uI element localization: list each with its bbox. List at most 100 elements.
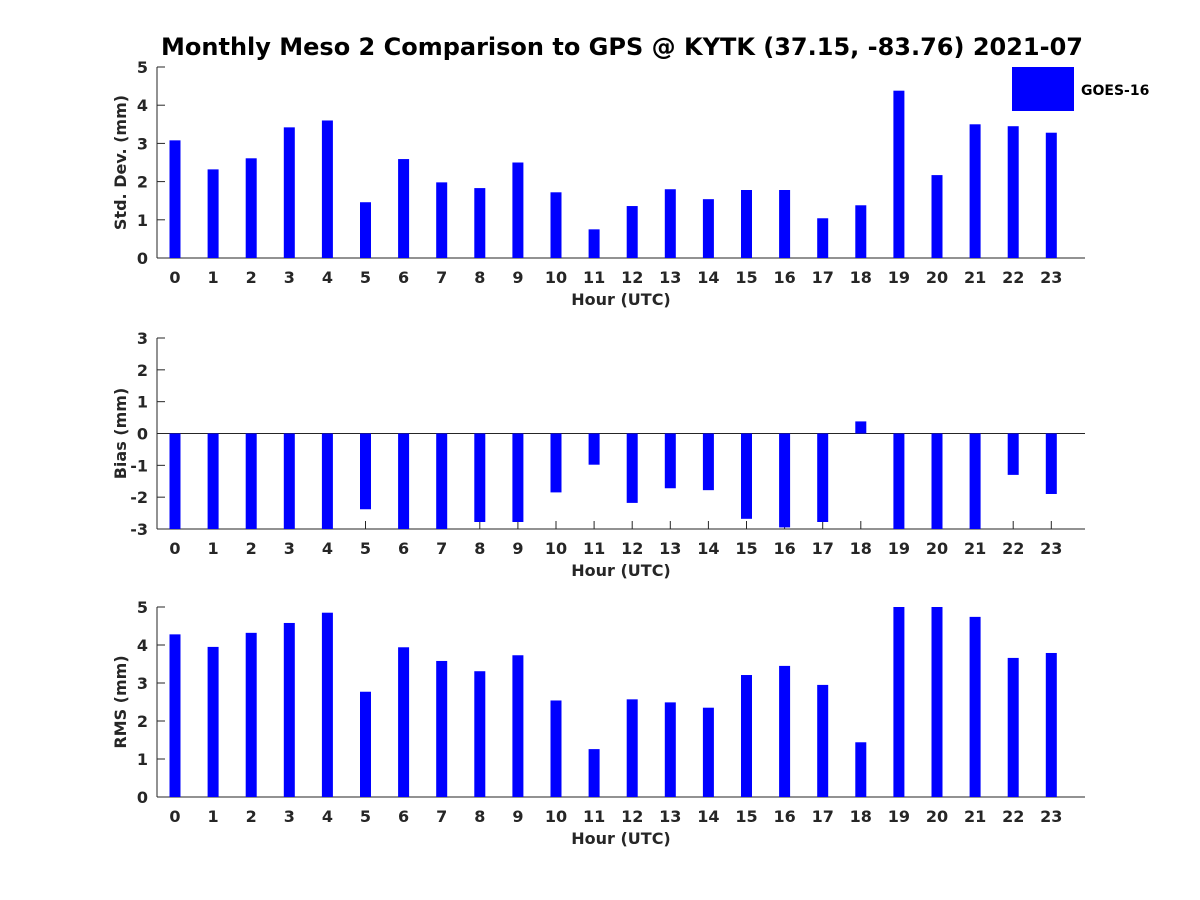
bar-hour-12	[626, 699, 638, 797]
bar-hour-14	[702, 433, 714, 491]
x-tick-label: 0	[169, 807, 180, 826]
bar-hour-7	[436, 182, 448, 258]
bar-hour-1	[207, 646, 219, 797]
bar-hour-4	[321, 612, 333, 797]
bar-hour-6	[398, 433, 410, 529]
x-tick-label: 21	[964, 807, 986, 826]
y-tick-label: 4	[137, 636, 148, 655]
x-tick-label: 18	[850, 268, 872, 287]
x-tick-label: 8	[474, 268, 485, 287]
bar-hour-10	[550, 700, 562, 797]
x-tick-label: 1	[208, 539, 219, 558]
bar-hour-10	[550, 433, 562, 493]
bar-hour-17	[817, 684, 829, 797]
x-tick-label: 21	[964, 268, 986, 287]
bar-hour-21	[969, 433, 981, 529]
bar-hour-1	[207, 433, 219, 529]
bar-hour-3	[283, 433, 295, 529]
y-tick-label: 2	[137, 173, 148, 192]
x-tick-label: 7	[436, 807, 447, 826]
y-tick-label: 1	[137, 211, 148, 230]
bar-hour-18	[855, 421, 867, 434]
x-tick-label: 13	[659, 539, 681, 558]
x-tick-label: 0	[169, 268, 180, 287]
y-axis-label: RMS (mm)	[111, 655, 130, 748]
x-axis-label: Hour (UTC)	[571, 290, 671, 309]
bar-hour-0	[169, 140, 181, 258]
bar-hour-13	[664, 433, 676, 489]
x-tick-label: 19	[888, 268, 910, 287]
x-tick-label: 15	[735, 807, 757, 826]
bar-hour-11	[588, 749, 600, 797]
y-tick-label: 1	[137, 393, 148, 412]
x-tick-label: 18	[850, 807, 872, 826]
bar-hour-3	[283, 622, 295, 797]
bar-hour-21	[969, 124, 981, 258]
bar-hour-15	[741, 433, 752, 519]
bar-hour-22	[1007, 126, 1019, 259]
x-tick-label: 3	[284, 807, 295, 826]
y-tick-label: -2	[130, 488, 148, 507]
x-tick-label: 16	[773, 807, 795, 826]
x-tick-label: 22	[1002, 268, 1024, 287]
x-tick-label: 14	[697, 539, 719, 558]
y-tick-label: 3	[137, 329, 148, 348]
bar-hour-15	[741, 190, 752, 258]
bar-hour-8	[474, 188, 486, 258]
x-tick-label: 23	[1040, 539, 1062, 558]
x-tick-label: 9	[512, 807, 523, 826]
bar-hour-9	[512, 655, 524, 797]
x-tick-label: 12	[621, 268, 643, 287]
x-tick-label: 2	[246, 807, 257, 826]
bar-hour-0	[169, 634, 181, 797]
x-tick-label: 0	[169, 539, 180, 558]
x-axis-label: Hour (UTC)	[571, 829, 671, 848]
x-tick-label: 3	[284, 539, 295, 558]
x-tick-label: 5	[360, 539, 371, 558]
x-tick-label: 23	[1040, 268, 1062, 287]
bar-hour-23	[1045, 433, 1057, 494]
x-tick-label: 18	[850, 539, 872, 558]
bar-hour-22	[1007, 433, 1019, 475]
x-tick-label: 4	[322, 807, 333, 826]
y-axis-label: Std. Dev. (mm)	[111, 95, 130, 230]
bar-hour-12	[626, 433, 638, 503]
x-tick-label: 2	[246, 268, 257, 287]
bar-hour-5	[360, 691, 371, 797]
bar-hour-10	[550, 192, 562, 258]
bar-hour-21	[969, 616, 981, 797]
x-axis-label: Hour (UTC)	[571, 561, 671, 580]
bar-hour-20	[931, 607, 943, 797]
x-tick-label: 7	[436, 539, 447, 558]
bar-hour-8	[474, 433, 486, 522]
x-tick-label: 17	[812, 807, 834, 826]
x-tick-label: 13	[659, 268, 681, 287]
x-tick-label: 5	[360, 268, 371, 287]
bar-hour-22	[1007, 657, 1019, 797]
x-tick-label: 11	[583, 807, 605, 826]
x-tick-label: 6	[398, 268, 409, 287]
bar-hour-23	[1045, 132, 1057, 258]
x-tick-label: 6	[398, 539, 409, 558]
bar-hour-12	[626, 206, 638, 258]
bar-hour-20	[931, 433, 943, 529]
x-tick-label: 15	[735, 268, 757, 287]
bar-hour-0	[169, 433, 181, 529]
bar-hour-16	[779, 190, 791, 258]
bar-hour-9	[512, 162, 524, 258]
bar-hour-9	[512, 433, 524, 522]
bar-hour-2	[245, 158, 257, 258]
bar-hour-8	[474, 671, 486, 797]
x-tick-label: 17	[812, 539, 834, 558]
x-tick-label: 17	[812, 268, 834, 287]
bar-hour-13	[664, 189, 676, 258]
legend-swatch-goes-16	[1012, 67, 1074, 111]
y-tick-label: 0	[137, 788, 148, 807]
x-tick-label: 10	[545, 807, 567, 826]
